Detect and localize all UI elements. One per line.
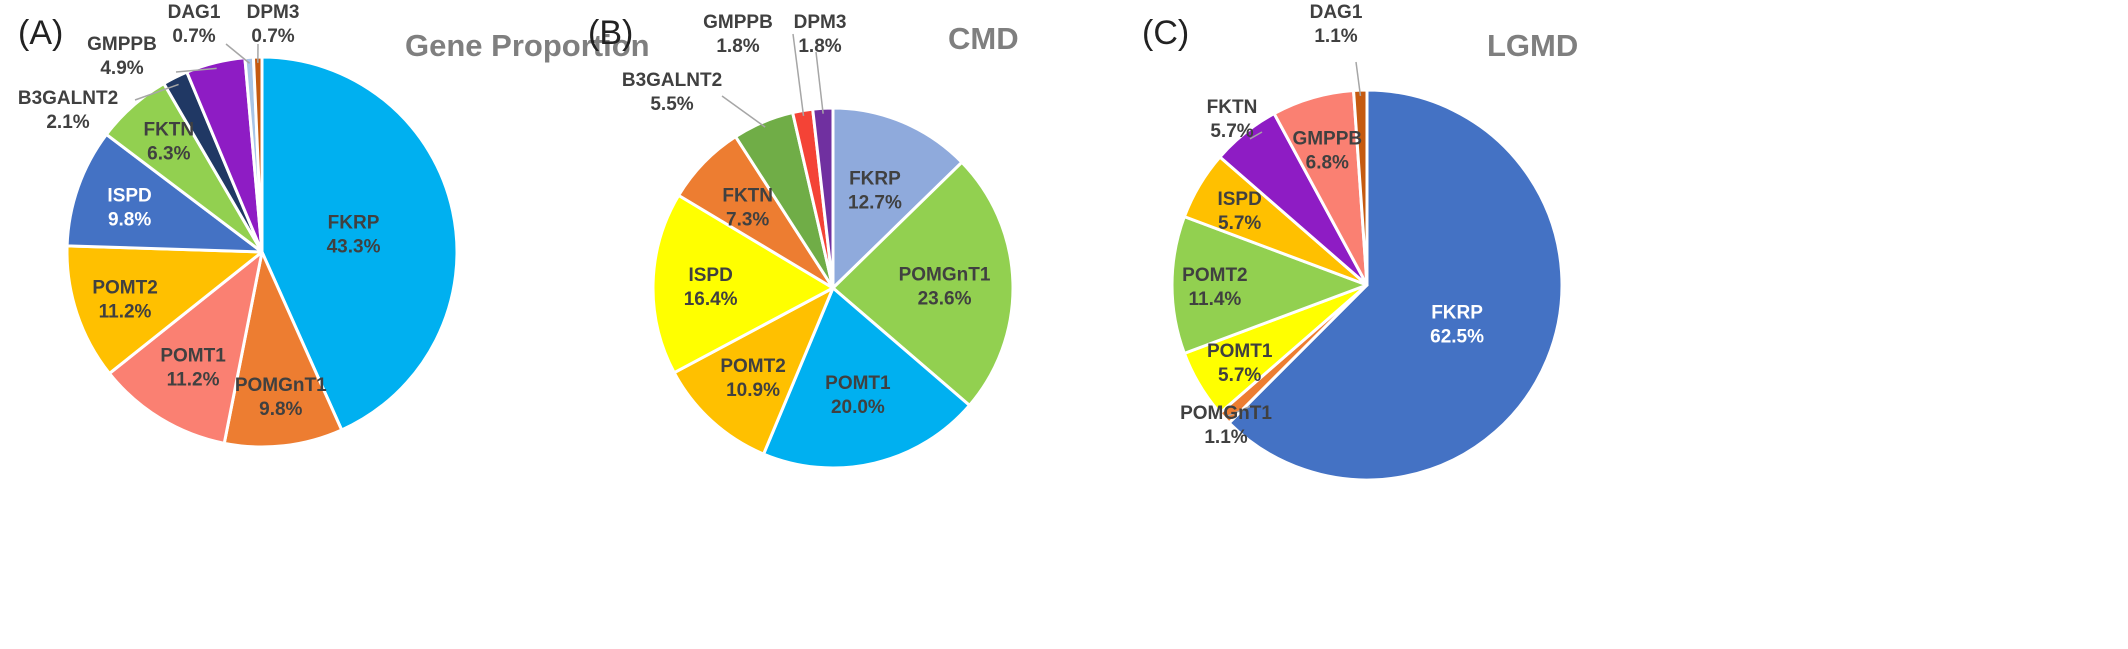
slice-value-pomt2: 11.2% [99, 301, 152, 322]
slice-value-ispd: 5.7% [1218, 213, 1261, 234]
slice-label-fktn: FKTN [1207, 97, 1258, 118]
chart-cmd: (B) CMD FKRP 12.7% POMGnT1 23.6% POMT1 20.0% POM… [588, 12, 1019, 470]
pie-slice-fkrp [831, 106, 964, 290]
slice-value-fkrp: 43.3% [327, 236, 381, 257]
slice-label-pomt2: POMT2 [92, 277, 157, 298]
slice-value-b3galnt2: 5.5% [650, 94, 693, 115]
pie-slice-pomt2 [65, 244, 264, 375]
slice-label-fkrp: FKRP [849, 168, 901, 189]
slice-label-pomgnt1: POMGnT1 [1180, 403, 1272, 424]
slice-label-b3galnt2: B3GALNT2 [622, 70, 722, 91]
pie-slice-ispd [651, 193, 835, 375]
slice-label-dag1: DAG1 [1310, 2, 1363, 23]
leader-line-b3galnt2 [721, 95, 766, 128]
panel-letter: (A) [18, 14, 63, 52]
slice-label-dpm3: DPM3 [794, 12, 847, 33]
slice-labels: FKRP 43.3% POMGnT1 9.8% POMT1 11.2% POMT2 11.2%… [18, 2, 381, 420]
slice-value-ispd: 16.4% [684, 289, 738, 310]
slice-label-ispd: ISPD [1217, 189, 1261, 210]
pie-slice-pomgnt1 [831, 160, 1015, 407]
chart-gene-proportion: (A) Gene Proportion FKRP 43.3% POMGnT1 9.8% PO… [18, 2, 650, 449]
slice-value-fkrp: 12.7% [848, 192, 902, 213]
slice-label-fkrp: FKRP [328, 212, 380, 233]
slice-label-pomt2: POMT2 [720, 356, 785, 377]
pie-slice-fkrp [260, 55, 459, 432]
slice-value-pomt1: 11.2% [167, 369, 220, 390]
slice-label-dpm3: DPM3 [247, 2, 300, 23]
slice-value-fktn: 7.3% [726, 209, 769, 230]
slice-value-b3galnt2: 2.1% [46, 112, 89, 133]
slice-labels: FKRP 12.7% POMGnT1 23.6% POMT1 20.0% POMT2 10.9… [622, 12, 991, 418]
slice-label-pomt2: POMT2 [1182, 265, 1247, 286]
slice-label-pomgnt1: POMGnT1 [899, 264, 991, 285]
slice-label-b3galnt2: B3GALNT2 [18, 88, 118, 109]
slice-value-pomt2: 10.9% [726, 380, 780, 401]
slice-value-fktn: 6.3% [147, 143, 190, 164]
slice-value-ispd: 9.8% [108, 209, 151, 230]
slice-label-gmppb: GMPPB [87, 34, 157, 55]
pie-slice-ispd [65, 132, 264, 254]
slice-label-pomt1: POMT1 [160, 345, 226, 366]
slice-value-pomgnt1: 1.1% [1204, 427, 1247, 448]
slice-value-fkrp: 62.5% [1430, 326, 1484, 347]
chart-title: CMD [948, 21, 1019, 56]
chart-lgmd: (C) LGMD FKRP 62.5% POMGnT1 1.1% POMT1 5.7% POMT… [1142, 2, 1578, 482]
slice-label-pomt1: POMT1 [825, 373, 891, 394]
slice-value-pomgnt1: 23.6% [918, 288, 972, 309]
pie-slice-pomt2 [1170, 215, 1369, 355]
slice-value-pomt1: 20.0% [831, 397, 885, 418]
slice-value-gmppb: 4.9% [100, 58, 143, 79]
slice-label-pomt1: POMT1 [1207, 341, 1273, 362]
pie-slice-pomt2 [672, 286, 835, 456]
slice-labels: FKRP 62.5% POMGnT1 1.1% POMT1 5.7% POMT2 11.4% I… [1180, 2, 1484, 448]
leader-line-b3galnt2 [134, 83, 179, 101]
slice-label-gmppb: GMPPB [703, 12, 773, 33]
leader-line-dag1 [225, 43, 251, 64]
slices [65, 55, 459, 449]
slice-value-gmppb: 6.8% [1306, 152, 1349, 173]
pie-slice-pomt1 [107, 250, 264, 445]
panel-letter: (B) [588, 14, 633, 52]
slice-value-pomt2: 11.4% [1188, 289, 1241, 310]
pie-slice-fkrp [1227, 88, 1564, 482]
leader-line-dpm3 [815, 51, 824, 114]
leader-line-fktn [1249, 131, 1263, 140]
slice-value-pomt1: 5.7% [1218, 365, 1261, 386]
panel-letter: (C) [1142, 14, 1189, 52]
slice-label-pomgnt1: POMGnT1 [235, 375, 327, 396]
slice-label-ispd: ISPD [688, 265, 732, 286]
slices [651, 106, 1015, 470]
leader-line-gmppb [175, 67, 217, 73]
slice-value-dpm3: 0.7% [251, 26, 294, 47]
slice-value-dag1: 1.1% [1314, 26, 1357, 47]
slice-label-fktn: FKTN [143, 119, 194, 140]
slice-label-fkrp: FKRP [1431, 302, 1483, 323]
chart-title: LGMD [1487, 28, 1578, 63]
slice-label-dag1: DAG1 [168, 2, 221, 23]
slice-label-gmppb: GMPPB [1292, 128, 1362, 149]
slice-value-gmppb: 1.8% [716, 36, 759, 57]
leader-line-gmppb [792, 33, 805, 117]
leader-line-dag1 [1355, 61, 1362, 97]
slices [1170, 88, 1564, 482]
slice-value-dpm3: 1.8% [798, 36, 841, 57]
slice-value-dag1: 0.7% [172, 26, 215, 47]
slice-value-fktn: 5.7% [1210, 121, 1253, 142]
chart-title: Gene Proportion [405, 28, 650, 63]
slice-label-ispd: ISPD [107, 185, 151, 206]
slice-value-pomgnt1: 9.8% [259, 399, 302, 420]
leader-line-pomgnt1 [1225, 405, 1252, 418]
slice-label-fktn: FKTN [722, 185, 773, 206]
